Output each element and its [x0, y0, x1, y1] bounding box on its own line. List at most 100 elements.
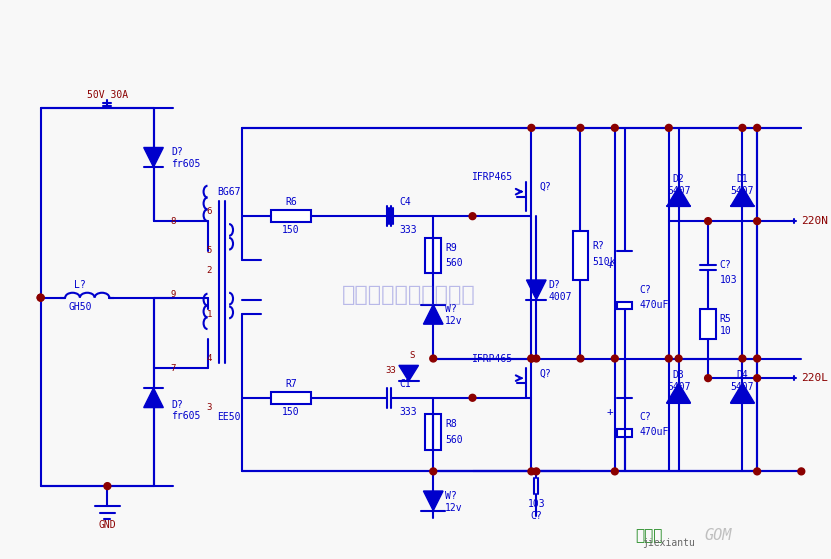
- Text: 470uF: 470uF: [639, 427, 669, 437]
- Text: 12v: 12v: [445, 503, 463, 513]
- Circle shape: [666, 125, 672, 131]
- Text: IFRP465: IFRP465: [471, 353, 513, 363]
- Circle shape: [612, 468, 618, 475]
- Text: L?: L?: [74, 280, 86, 290]
- Text: 2: 2: [207, 266, 212, 274]
- Polygon shape: [666, 383, 691, 402]
- Text: R9: R9: [445, 243, 457, 253]
- Text: GOM: GOM: [704, 528, 731, 543]
- Text: S: S: [409, 351, 415, 360]
- Text: C4: C4: [399, 197, 411, 207]
- Text: 5: 5: [207, 246, 212, 255]
- Text: W?: W?: [445, 305, 457, 314]
- Text: 5407: 5407: [666, 382, 691, 392]
- Circle shape: [430, 355, 436, 362]
- Text: fr605: fr605: [171, 159, 200, 169]
- FancyBboxPatch shape: [271, 210, 311, 222]
- Polygon shape: [144, 388, 164, 408]
- Text: 5407: 5407: [666, 186, 691, 196]
- Circle shape: [675, 355, 682, 362]
- Circle shape: [739, 355, 746, 362]
- Text: D1: D1: [736, 174, 748, 184]
- Text: C?: C?: [720, 260, 731, 270]
- Text: 150: 150: [282, 406, 300, 416]
- Circle shape: [104, 482, 111, 490]
- Text: fr605: fr605: [171, 411, 200, 421]
- Text: 10: 10: [720, 326, 731, 336]
- Circle shape: [430, 468, 436, 475]
- Text: 510k: 510k: [593, 257, 616, 267]
- Circle shape: [577, 355, 584, 362]
- Text: 50V 30A: 50V 30A: [86, 91, 128, 101]
- Text: 3: 3: [207, 403, 212, 412]
- Circle shape: [612, 355, 618, 362]
- Text: 4007: 4007: [548, 292, 572, 302]
- Text: 9: 9: [170, 290, 176, 299]
- Circle shape: [754, 468, 760, 475]
- Text: 4: 4: [207, 354, 212, 363]
- Circle shape: [528, 355, 535, 362]
- FancyBboxPatch shape: [425, 414, 441, 450]
- FancyBboxPatch shape: [573, 231, 588, 280]
- FancyBboxPatch shape: [271, 392, 311, 404]
- Text: C?: C?: [530, 510, 542, 520]
- Circle shape: [533, 355, 540, 362]
- Text: 6: 6: [207, 207, 212, 216]
- Text: D2: D2: [673, 174, 685, 184]
- Polygon shape: [144, 148, 164, 167]
- Text: 103: 103: [720, 275, 737, 285]
- FancyBboxPatch shape: [617, 429, 632, 437]
- Text: 12v: 12v: [445, 316, 463, 326]
- Circle shape: [528, 125, 535, 131]
- Text: R?: R?: [593, 240, 604, 250]
- Circle shape: [528, 355, 535, 362]
- Text: D?: D?: [171, 400, 183, 410]
- Circle shape: [577, 125, 584, 131]
- Circle shape: [666, 355, 672, 362]
- Circle shape: [37, 294, 44, 301]
- Text: 1: 1: [207, 310, 212, 319]
- Text: 220N: 220N: [801, 216, 829, 226]
- Text: 333: 333: [399, 225, 416, 235]
- Circle shape: [469, 213, 476, 220]
- Text: GH50: GH50: [68, 302, 91, 312]
- Text: D?: D?: [548, 280, 560, 290]
- Text: 5407: 5407: [730, 382, 755, 392]
- Text: 333: 333: [399, 406, 416, 416]
- Circle shape: [739, 125, 746, 131]
- Text: R6: R6: [285, 197, 297, 207]
- Text: BG67: BG67: [218, 187, 241, 197]
- Text: 7: 7: [170, 364, 176, 373]
- Polygon shape: [730, 383, 755, 402]
- Text: jiexiantu: jiexiantu: [642, 538, 696, 548]
- Circle shape: [705, 375, 711, 382]
- Text: Q?: Q?: [539, 182, 551, 192]
- Text: R8: R8: [445, 419, 457, 429]
- Circle shape: [754, 125, 760, 131]
- Text: C?: C?: [639, 413, 652, 423]
- Polygon shape: [424, 305, 443, 324]
- Polygon shape: [666, 187, 691, 206]
- Circle shape: [533, 468, 540, 475]
- Circle shape: [469, 394, 476, 401]
- Text: D?: D?: [171, 148, 183, 158]
- Polygon shape: [399, 366, 419, 381]
- Polygon shape: [730, 187, 755, 206]
- Text: 103: 103: [528, 499, 545, 509]
- Text: 5407: 5407: [730, 186, 755, 196]
- Text: +: +: [607, 408, 613, 418]
- Text: 杭州将睷科技有限公司: 杭州将睷科技有限公司: [342, 285, 475, 305]
- Circle shape: [798, 468, 804, 475]
- Polygon shape: [424, 491, 443, 510]
- Polygon shape: [527, 280, 546, 300]
- Text: 33: 33: [386, 366, 396, 375]
- Text: W?: W?: [445, 491, 457, 501]
- Text: EE50: EE50: [218, 413, 241, 423]
- Circle shape: [705, 217, 711, 225]
- Text: R7: R7: [285, 379, 297, 389]
- Text: 接线图: 接线图: [636, 528, 663, 543]
- FancyBboxPatch shape: [425, 238, 441, 273]
- Text: 560: 560: [445, 435, 463, 445]
- Text: Q?: Q?: [539, 368, 551, 378]
- Text: GND: GND: [99, 520, 116, 530]
